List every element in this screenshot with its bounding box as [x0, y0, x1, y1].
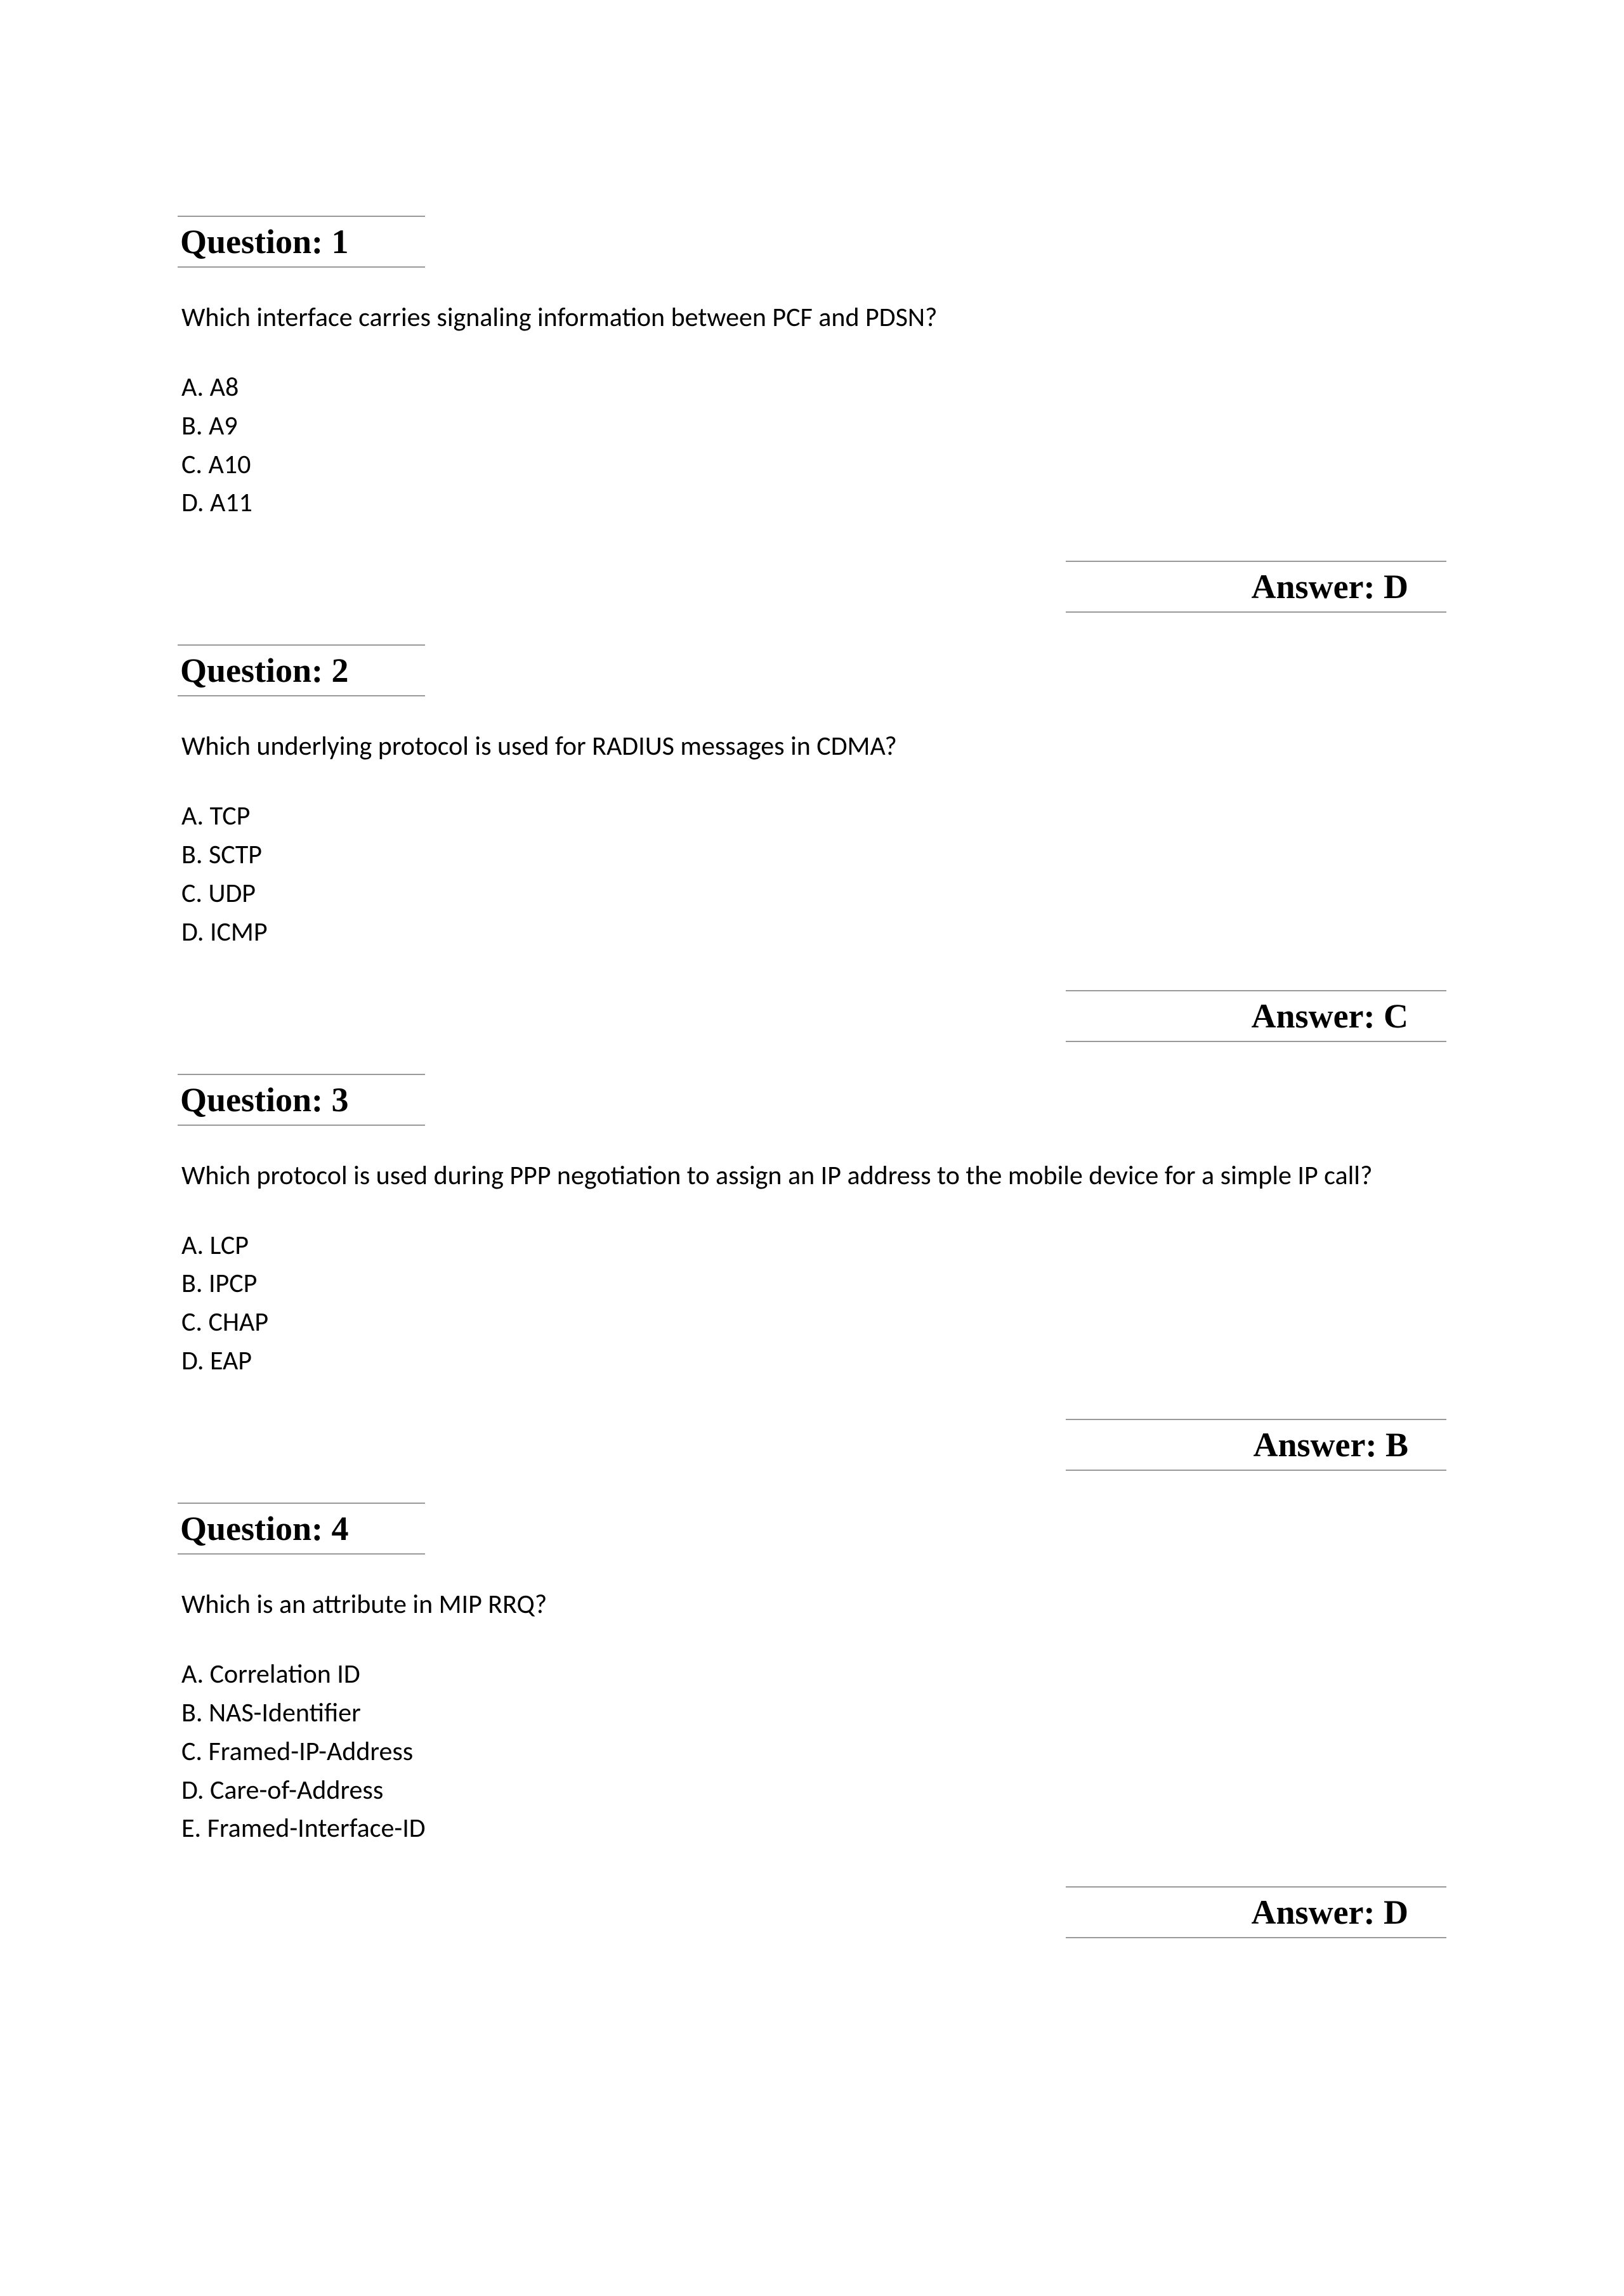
options-list: A. LCP B. IPCP C. CHAP D. EAP: [178, 1227, 1446, 1381]
option: C. A10: [181, 446, 1443, 485]
answer-wrap: Answer: D: [178, 1886, 1446, 1938]
answer-wrap: Answer: C: [178, 990, 1446, 1042]
options-list: A. Correlation ID B. NAS-Identifier C. F…: [178, 1655, 1446, 1848]
option: D. Care-of-Address: [181, 1771, 1443, 1810]
option: B. A9: [181, 407, 1443, 446]
question-text: Which is an attribute in MIP RRQ?: [178, 1586, 1446, 1624]
option: B. IPCP: [181, 1265, 1443, 1303]
option: C. Framed-IP-Address: [181, 1733, 1443, 1771]
option: E. Framed-Interface-ID: [181, 1810, 1443, 1848]
question-text: Which underlying protocol is used for RA…: [178, 728, 1446, 766]
question-block-2: Question: 2 Which underlying protocol is…: [178, 644, 1446, 1041]
answer-heading: Answer: B: [1066, 1419, 1446, 1471]
page: Question: 1 Which interface carries sign…: [0, 0, 1624, 1938]
question-heading: Question: 4: [178, 1503, 425, 1555]
question-heading: Question: 3: [178, 1074, 425, 1126]
options-list: A. TCP B. SCTP C. UDP D. ICMP: [178, 797, 1446, 952]
question-heading: Question: 2: [178, 644, 425, 696]
options-list: A. A8 B. A9 C. A10 D. A11: [178, 369, 1446, 523]
option: D. ICMP: [181, 913, 1443, 952]
option: C. UDP: [181, 875, 1443, 913]
option: A. TCP: [181, 797, 1443, 836]
option: A. LCP: [181, 1227, 1443, 1265]
question-text: Which protocol is used during PPP negoti…: [178, 1158, 1446, 1195]
option: B. NAS-Identifier: [181, 1694, 1443, 1733]
question-block-4: Question: 4 Which is an attribute in MIP…: [178, 1503, 1446, 1938]
option: D. A11: [181, 484, 1443, 523]
option: B. SCTP: [181, 836, 1443, 875]
option: C. CHAP: [181, 1303, 1443, 1342]
answer-heading: Answer: D: [1066, 561, 1446, 613]
answer-wrap: Answer: D: [178, 561, 1446, 613]
question-block-1: Question: 1 Which interface carries sign…: [178, 216, 1446, 613]
question-block-3: Question: 3 Which protocol is used durin…: [178, 1074, 1446, 1471]
option: D. EAP: [181, 1342, 1443, 1381]
option: A. A8: [181, 369, 1443, 407]
answer-heading: Answer: D: [1066, 1886, 1446, 1938]
question-text: Which interface carries signaling inform…: [178, 299, 1446, 337]
question-heading: Question: 1: [178, 216, 425, 268]
option: A. Correlation ID: [181, 1655, 1443, 1694]
answer-heading: Answer: C: [1066, 990, 1446, 1042]
answer-wrap: Answer: B: [178, 1419, 1446, 1471]
